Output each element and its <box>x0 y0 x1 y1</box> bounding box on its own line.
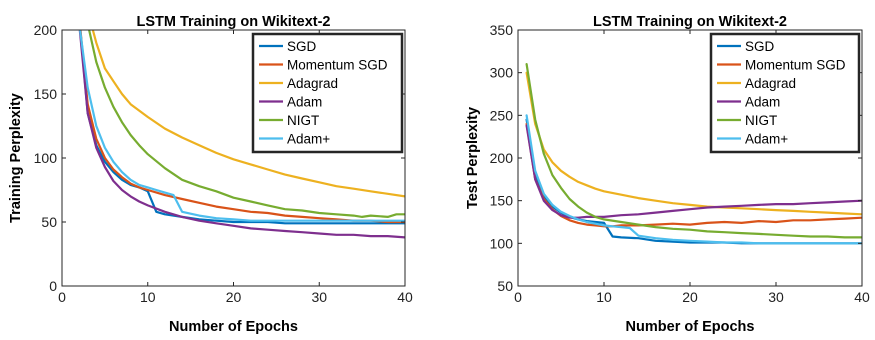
legend-label: NIGT <box>745 113 777 128</box>
legend-label: Adam <box>287 95 322 110</box>
y-tick-label: 300 <box>490 65 514 81</box>
legend: SGD Momentum SGD Adagrad Adam NIGT Adam+ <box>251 32 404 154</box>
series-line-5 <box>525 62 862 239</box>
series-line-3 <box>91 30 405 198</box>
series-line-3 <box>525 71 862 216</box>
legend: SGD Momentum SGD Adagrad Adam NIGT Adam+ <box>709 32 861 154</box>
x-tick-label: 20 <box>226 289 242 305</box>
y-tick-label: 150 <box>34 86 58 102</box>
series-line-6 <box>525 114 862 245</box>
legend-label: Adagrad <box>287 76 338 91</box>
y-tick-label: 200 <box>34 22 58 38</box>
y-axis-label: Test Perplexity <box>465 107 481 209</box>
x-tick-label: 30 <box>311 289 327 305</box>
legend-label: SGD <box>745 39 775 54</box>
x-tick-label: 40 <box>854 289 870 305</box>
y-tick-label: 0 <box>49 278 57 294</box>
series-line-1 <box>79 30 405 225</box>
series-group <box>78 30 405 239</box>
legend-label: Momentum SGD <box>287 58 388 73</box>
legend-label: Momentum SGD <box>745 58 846 73</box>
y-tick-label: 350 <box>490 22 514 38</box>
y-tick-label: 150 <box>490 193 514 209</box>
y-tick-label: 250 <box>490 107 514 123</box>
legend-label: Adam+ <box>745 132 788 147</box>
legend-box <box>251 32 404 154</box>
legend-label: NIGT <box>287 113 319 128</box>
x-tick-label: 0 <box>58 289 66 305</box>
chart-title: LSTM Training on Wikitext-2 <box>136 14 330 30</box>
chart-panel-2: 0 10 20 30 40 50 100 150 200 250 300 350 LSTM Traini… <box>465 14 870 335</box>
chart-title: LSTM Training on Wikitext-2 <box>593 14 787 30</box>
legend-label: Adam+ <box>287 132 330 147</box>
series-line-5 <box>88 30 405 218</box>
y-tick-label: 200 <box>490 150 514 166</box>
y-axis-label: Training Perplexity <box>8 93 24 223</box>
series-line-4 <box>78 30 405 239</box>
x-tick-label: 10 <box>140 289 156 305</box>
series-line-4 <box>525 124 862 219</box>
legend-box <box>709 32 861 154</box>
chart-panel-1: 0 10 20 30 40 0 50 100 150 200 LSTM Training on Wi… <box>8 14 413 335</box>
x-axis-label: Number of Epochs <box>626 319 755 335</box>
y-tick-label: 50 <box>497 278 513 294</box>
x-tick-label: 20 <box>682 289 698 305</box>
x-axis-label: Number of Epochs <box>169 319 298 335</box>
legend-label: Adam <box>745 95 780 110</box>
x-tick-label: 0 <box>514 289 522 305</box>
x-tick-label: 40 <box>397 289 413 305</box>
x-tick-label: 10 <box>596 289 612 305</box>
series-group <box>525 62 862 245</box>
y-tick-label: 100 <box>490 235 514 251</box>
series-line-6 <box>78 30 405 222</box>
x-tick-label: 30 <box>768 289 784 305</box>
legend-label: Adagrad <box>745 76 796 91</box>
legend-label: SGD <box>287 39 317 54</box>
y-tick-label: 100 <box>34 150 58 166</box>
y-tick-label: 50 <box>41 214 57 230</box>
